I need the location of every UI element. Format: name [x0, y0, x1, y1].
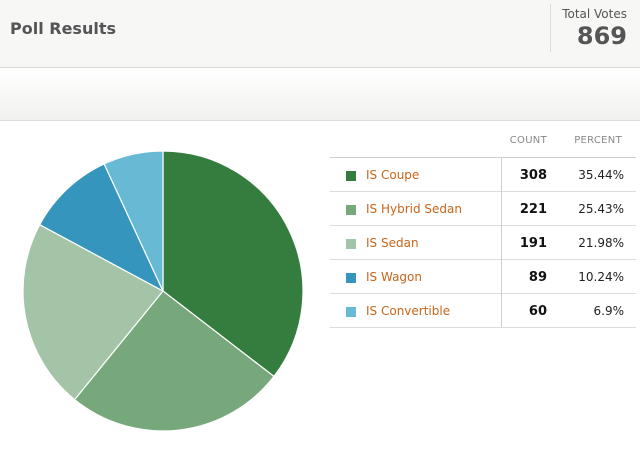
total-votes-box: Total Votes 869 — [550, 4, 640, 52]
option-label-is-wagon[interactable]: IS Wagon — [366, 270, 422, 284]
pie-chart — [22, 150, 304, 432]
pie-slice-is-coupe[interactable] — [162, 150, 304, 378]
page-title: Poll Results — [10, 19, 116, 38]
column-divider — [501, 157, 502, 327]
option-label-is-convertible[interactable]: IS Convertible — [366, 304, 451, 318]
table-row: IS Wagon 89 10.24% — [330, 260, 636, 294]
option-count: 221 — [519, 202, 547, 217]
option-count: 89 — [528, 270, 547, 285]
table-row: IS Convertible 60 6.9% — [330, 294, 636, 328]
table-row: IS Coupe 308 35.44% — [330, 158, 636, 192]
option-percent: 35.44% — [578, 168, 624, 182]
option-count: 308 — [519, 168, 547, 183]
toolbar-band — [0, 68, 640, 121]
option-percent: 10.24% — [578, 270, 624, 284]
pie-slice-is-sedan[interactable] — [22, 223, 164, 401]
option-label-is-sedan[interactable]: IS Sedan — [366, 236, 419, 250]
legend-swatch — [346, 205, 356, 215]
total-votes-label: Total Votes — [562, 7, 627, 21]
option-percent: 25.43% — [578, 202, 624, 216]
results-table: IS Coupe 308 35.44% IS Hybrid Sedan 221 … — [330, 157, 636, 328]
legend-swatch — [346, 239, 356, 249]
option-percent: 21.98% — [578, 236, 624, 250]
percent-header: PERCENT — [574, 135, 622, 146]
total-votes-value: 869 — [576, 22, 627, 50]
option-count: 60 — [528, 304, 547, 319]
option-label-is-hybrid-sedan[interactable]: IS Hybrid Sedan — [366, 202, 462, 216]
table-row: IS Sedan 191 21.98% — [330, 226, 636, 260]
legend-swatch — [346, 171, 356, 181]
option-label-is-coupe[interactable]: IS Coupe — [366, 168, 420, 182]
table-row: IS Hybrid Sedan 221 25.43% — [330, 192, 636, 226]
pie-slice-is-convertible[interactable] — [103, 150, 164, 292]
option-percent: 6.9% — [593, 304, 625, 318]
legend-swatch — [346, 307, 356, 317]
pie-slice-is-hybrid-sedan[interactable] — [73, 290, 275, 432]
pie-slice-is-wagon[interactable] — [38, 163, 165, 293]
count-header: COUNT — [509, 135, 547, 146]
page-header: Poll Results Total Votes 869 — [0, 0, 640, 68]
legend-swatch — [346, 273, 356, 283]
option-count: 191 — [519, 236, 547, 251]
